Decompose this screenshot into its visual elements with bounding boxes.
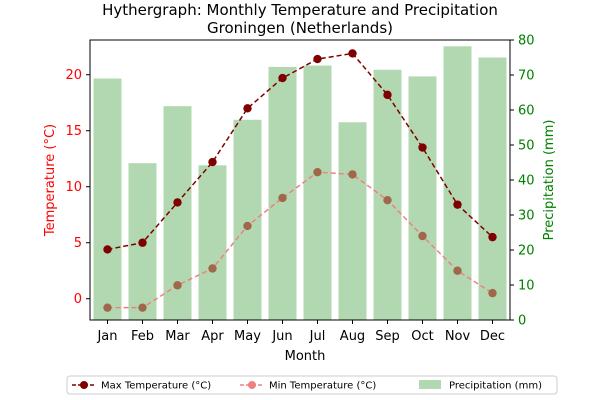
right-tick-label: 80 [518, 34, 535, 49]
legend-max-label: Max Temperature (°C) [101, 381, 211, 392]
min-temp-point-dec [488, 288, 497, 298]
x-axis-ticks: Jan Feb Mar Apr May Jun Jul Aug Sep Oct Nov Dec [96, 320, 505, 344]
right-tick-label: 70 [518, 69, 535, 84]
min-temp-line [107, 171, 493, 309]
x-tick-label: Dec [480, 329, 505, 344]
x-tick-label: Jun [271, 329, 292, 344]
min-temp-point-jun [278, 193, 287, 203]
x-tick-label: Mar [165, 329, 190, 344]
x-tick-label: Feb [131, 329, 154, 344]
right-tick-label: 30 [518, 209, 535, 224]
legend-max-marker [80, 381, 88, 389]
max-temp-point-nov [453, 200, 462, 209]
legend: Max Temperature (°C) Min Temperature (°C… [66, 375, 558, 395]
precip-bar-dec [478, 57, 507, 320]
legend-item-precip: Precipitation (mm) [419, 380, 542, 392]
x-tick-label: Aug [340, 329, 365, 344]
precip-bar-jul [303, 65, 332, 320]
legend-min-marker [248, 381, 256, 389]
x-tick-label: Nov [445, 329, 471, 344]
chart-subtitle: Groningen (Netherlands) [207, 19, 393, 37]
x-tick-label: Sep [375, 329, 400, 344]
x-axis-label: Month [285, 349, 326, 364]
max-temp-point-may [243, 104, 252, 113]
precip-bar-nov [443, 46, 472, 321]
min-temp-point-mar [173, 281, 182, 290]
left-axis-label: Temperature (°C) [43, 124, 58, 237]
precip-bar-jun [268, 66, 297, 320]
legend-min-label: Min Temperature (°C) [269, 381, 376, 392]
left-tick-label: 15 [65, 124, 82, 139]
min-temp-point-may [243, 221, 252, 231]
precip-bar-oct [408, 76, 437, 321]
max-temp-point-oct [418, 143, 427, 152]
max-temp-point-mar [173, 198, 182, 207]
max-temp-line [107, 52, 494, 251]
min-temp-point-aug [348, 170, 357, 179]
right-tick-label: 20 [518, 244, 535, 259]
min-temp-point-feb [138, 303, 147, 312]
x-tick-label: May [234, 329, 261, 344]
max-temp-point-jun [278, 73, 287, 83]
precip-bar-aug [338, 122, 367, 320]
precip-bar-may [233, 119, 262, 320]
max-temp-point-dec [488, 232, 497, 242]
min-temp-point-jan [103, 303, 112, 312]
right-axis-ticks: 0 10 20 30 40 50 60 70 80 [510, 34, 535, 329]
left-tick-label: 20 [65, 68, 82, 83]
precip-bar-jan [93, 78, 122, 320]
x-tick-label: Jan [96, 329, 117, 344]
max-temp-point-apr [208, 157, 217, 167]
legend-item-max: Max Temperature (°C) [72, 381, 211, 392]
precip-bar-sep [373, 69, 402, 320]
left-tick-label: 0 [74, 292, 82, 307]
min-temp-point-jul [313, 167, 322, 177]
min-temp-point-apr [208, 264, 217, 273]
min-temp-point-sep [383, 195, 392, 205]
x-tick-label: Jul [309, 329, 326, 344]
max-temp-point-jan [103, 245, 112, 254]
legend-item-min: Min Temperature (°C) [240, 381, 376, 392]
precip-bar-apr [198, 165, 227, 320]
left-tick-label: 5 [74, 236, 82, 251]
right-tick-label: 50 [518, 139, 535, 154]
temperature-lines [103, 49, 497, 312]
right-tick-label: 60 [518, 104, 535, 119]
min-temp-point-nov [453, 266, 462, 275]
max-temp-point-aug [348, 49, 357, 58]
x-tick-label: Apr [201, 329, 224, 344]
left-axis-ticks: 0 5 10 15 20 [65, 68, 90, 307]
max-temp-point-feb [138, 238, 147, 247]
chart-title: Hythergraph: Monthly Temperature and Pre… [102, 1, 498, 19]
max-temp-point-jul [313, 54, 322, 64]
right-tick-label: 0 [518, 314, 526, 329]
precipitation-bars [93, 46, 507, 321]
min-temp-point-oct [418, 231, 427, 241]
right-tick-label: 40 [518, 174, 535, 189]
legend-precip-label: Precipitation (mm) [449, 381, 542, 392]
x-tick-label: Oct [411, 329, 433, 344]
right-tick-label: 10 [518, 279, 535, 294]
right-axis-label: Precipitation (mm) [542, 120, 557, 241]
left-tick-label: 10 [65, 180, 82, 195]
legend-precip-swatch [419, 380, 441, 389]
max-temp-point-sep [383, 90, 392, 100]
